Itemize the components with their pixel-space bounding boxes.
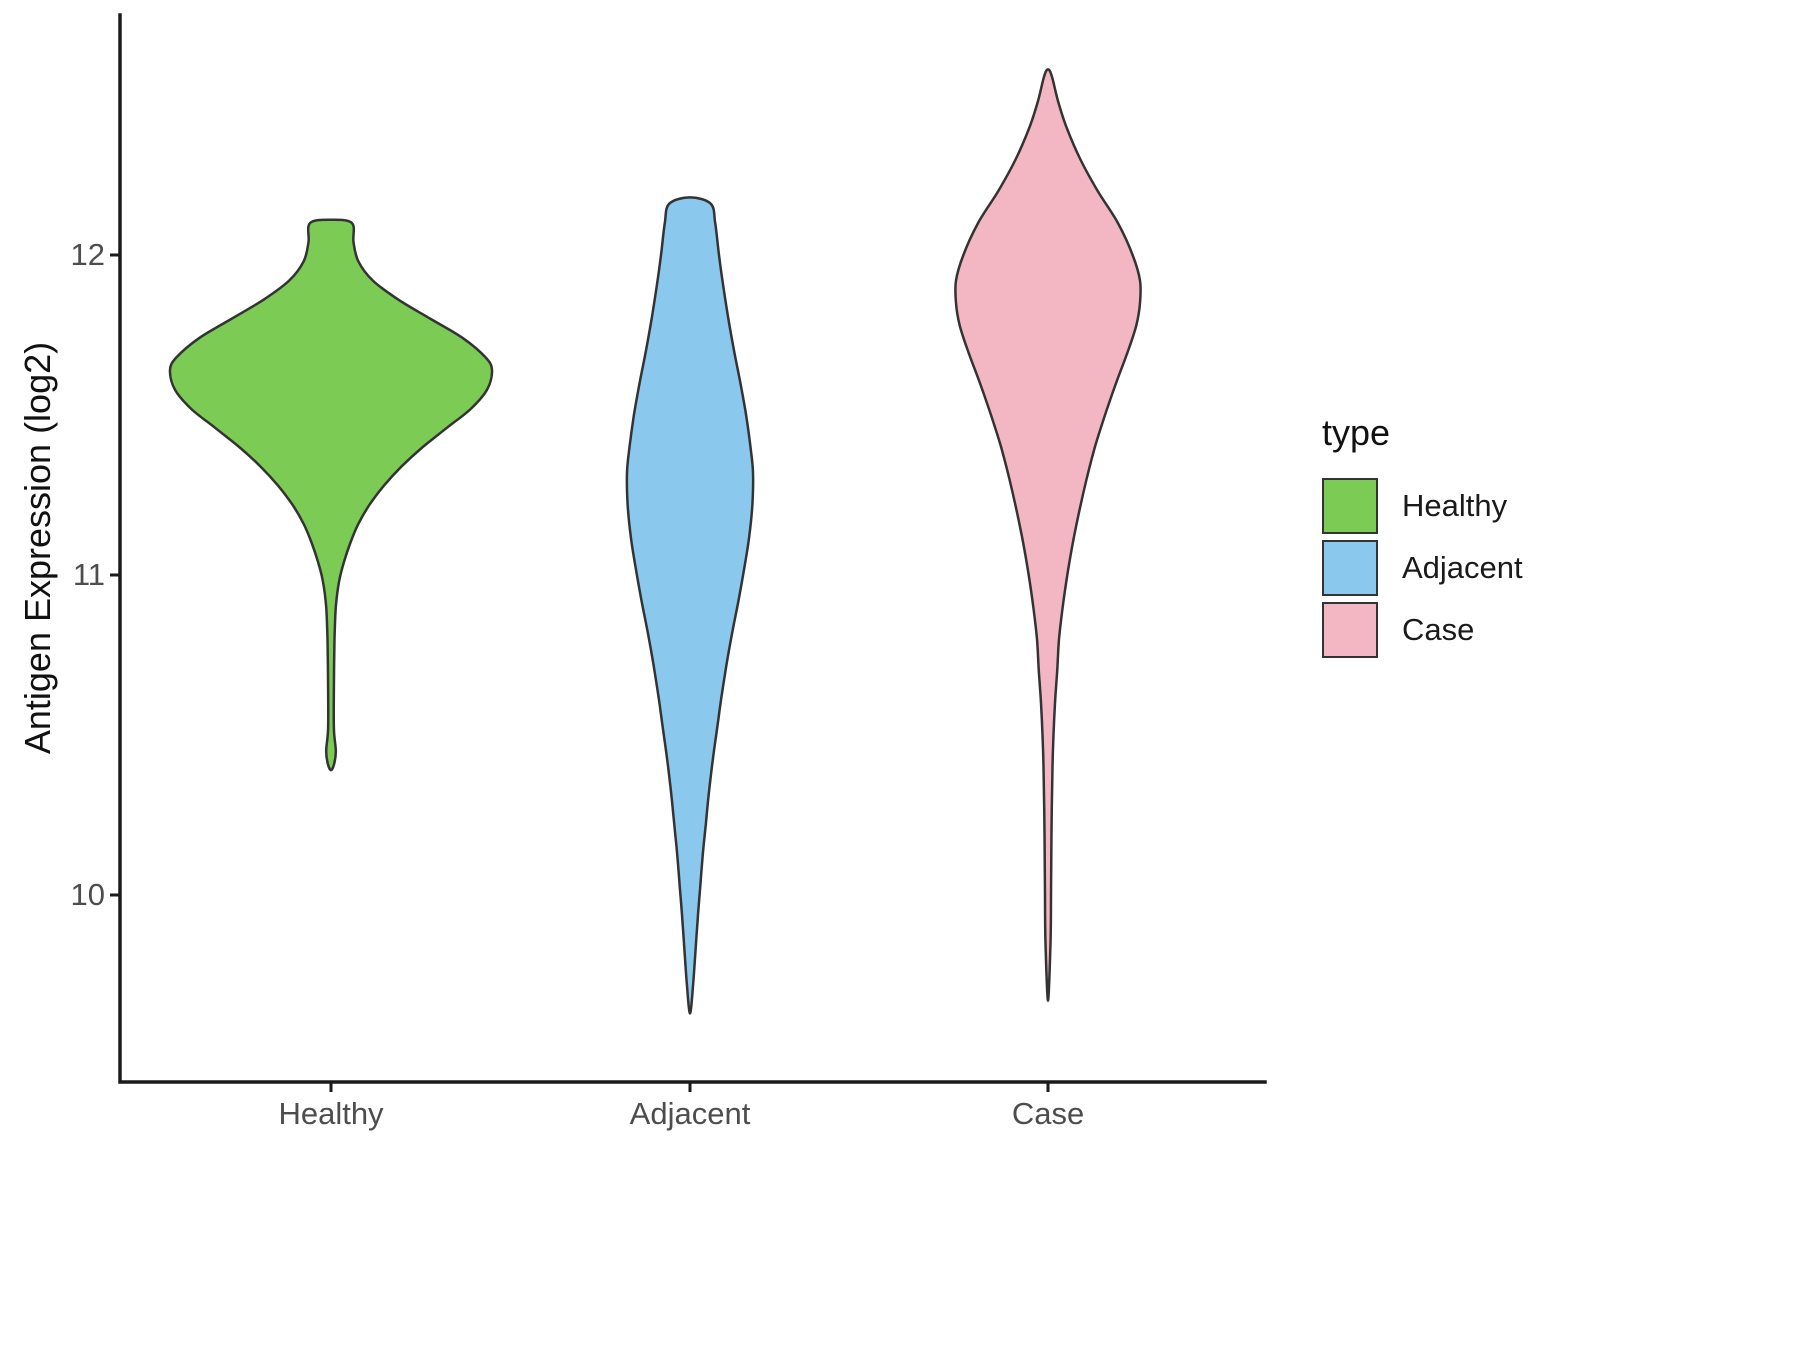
legend-label-adjacent: Adjacent xyxy=(1402,550,1523,585)
legend: type Healthy Adjacent Case xyxy=(1322,412,1523,664)
legend-label-case: Case xyxy=(1402,612,1475,647)
legend-label-healthy: Healthy xyxy=(1402,488,1508,523)
legend-item-adjacent: Adjacent xyxy=(1322,540,1523,596)
axes-lines xyxy=(118,13,1267,1084)
x-category-label-case: Case xyxy=(1011,1096,1085,1131)
x-category-label-healthy: Healthy xyxy=(278,1096,384,1131)
violin-healthy xyxy=(168,218,494,772)
y-axis-title: Antigen Expression (log2) xyxy=(17,341,58,755)
legend-item-case: Case xyxy=(1322,602,1523,658)
legend-item-healthy: Healthy xyxy=(1322,478,1523,534)
x-category-label-adjacent: Adjacent xyxy=(629,1096,751,1131)
legend-title: type xyxy=(1322,412,1391,453)
legend-key-case-swatch xyxy=(1322,602,1378,658)
violin-adjacent xyxy=(625,196,755,1015)
violin-case xyxy=(954,68,1142,1002)
y-tick-label-10: 10 xyxy=(70,877,105,912)
legend-key-adjacent-swatch xyxy=(1322,540,1378,596)
legend-key-healthy-swatch xyxy=(1322,478,1378,534)
y-tick-label-11: 11 xyxy=(72,557,105,592)
y-tick-label-12: 12 xyxy=(70,237,105,272)
